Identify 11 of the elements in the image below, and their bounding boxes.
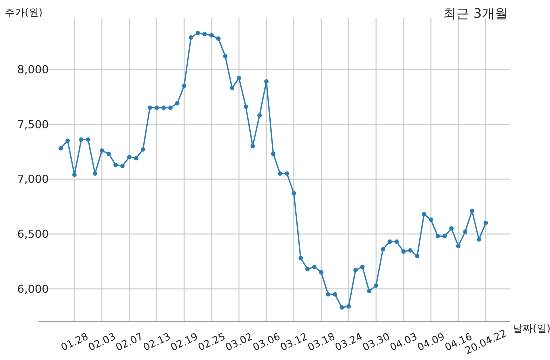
x-axis-title: 날짜(일)	[513, 324, 550, 335]
x-tick-label: 03.02	[224, 332, 255, 354]
y-tick-label: 7,500	[18, 118, 49, 132]
x-tick-label: 03.12	[279, 332, 310, 354]
y-tick-label: 7,000	[18, 173, 49, 186]
y-tick-label: 6,500	[18, 228, 49, 242]
y-axis-title: 주가(원)	[5, 8, 43, 19]
y-tick-label: 8,000	[18, 63, 49, 76]
x-tick-label: 04.09	[416, 332, 447, 354]
y-tick-label: 6,000	[18, 282, 49, 296]
chart-title: 최근 3개월	[444, 7, 508, 22]
